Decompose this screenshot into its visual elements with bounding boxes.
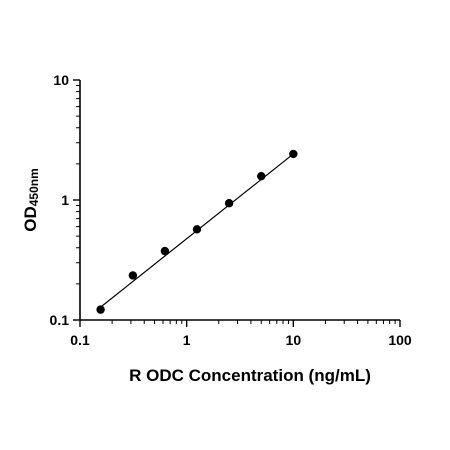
y-axis-title: OD450nm — [21, 168, 41, 232]
x-axis-title: R ODC Concentration (ng/mL) — [129, 366, 371, 385]
y-tick-label: 1 — [61, 192, 69, 208]
y-tick-label: 0.1 — [50, 312, 70, 328]
y-axis-title-main: OD — [21, 206, 40, 232]
x-tick-label: 0.1 — [70, 332, 90, 348]
ticks: 0.1 1 10 100 0.1 1 10 — [50, 72, 412, 348]
x-tick-label: 100 — [388, 332, 412, 348]
data-point — [289, 149, 298, 159]
data-point — [224, 199, 234, 208]
data-point — [192, 225, 202, 234]
y-axis-title-subscript: 450nm — [27, 168, 41, 206]
x-tick-label: 1 — [183, 332, 191, 348]
data-point — [96, 305, 105, 314]
data-point — [160, 246, 170, 256]
data-point — [128, 271, 138, 280]
y-tick-label: 10 — [53, 72, 69, 88]
data-points — [96, 149, 298, 314]
x-tick-label: 10 — [286, 332, 302, 348]
data-point — [257, 171, 266, 181]
axes — [79, 80, 400, 321]
